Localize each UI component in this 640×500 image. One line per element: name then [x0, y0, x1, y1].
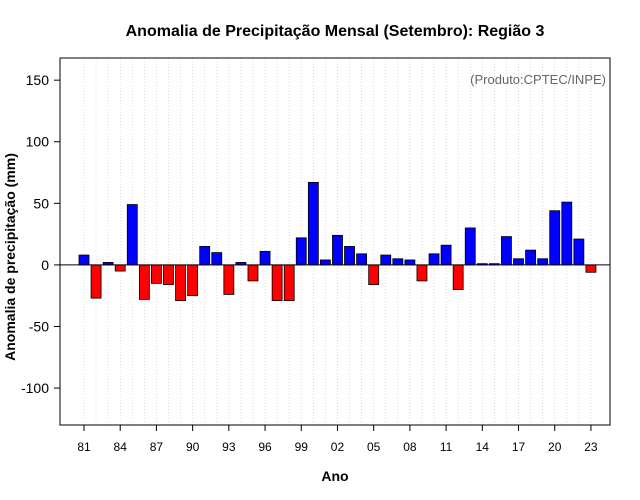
bar-2009 — [416, 264, 428, 282]
bar-1998 — [283, 264, 295, 302]
bar-1991 — [199, 246, 211, 266]
bar-2008 — [404, 259, 416, 266]
y-tick-label: 0 — [41, 257, 49, 273]
x-tick-label: 23 — [584, 440, 598, 454]
bar-1992 — [211, 252, 223, 266]
bar-1984 — [114, 264, 126, 272]
x-tick-label: 20 — [548, 440, 562, 454]
bars — [78, 181, 597, 302]
x-tick-label: 11 — [440, 440, 453, 454]
y-axis: -100 -50 0 50 100 150 — [21, 72, 60, 396]
bar-1982 — [90, 264, 102, 299]
bar-2017 — [513, 258, 524, 266]
bar-1996 — [259, 250, 271, 266]
bar-2010 — [428, 253, 440, 266]
bar-2000 — [307, 181, 319, 266]
bar-2021 — [561, 201, 573, 266]
x-tick-label: 17 — [512, 440, 526, 454]
y-tick-label: 150 — [26, 72, 50, 88]
y-tick-label: 100 — [26, 134, 50, 150]
bar-1981 — [78, 254, 90, 266]
bar-1988 — [163, 264, 174, 286]
x-tick-label: 96 — [258, 440, 272, 454]
y-tick-label: -50 — [29, 318, 49, 334]
y-tick-label: 50 — [33, 195, 49, 211]
bar-2003 — [344, 246, 355, 266]
bar-1990 — [187, 264, 199, 297]
x-tick-label: 08 — [403, 440, 417, 454]
bar-2018 — [525, 249, 536, 266]
bar-2001 — [319, 259, 331, 266]
bar-2012 — [452, 264, 464, 290]
bar-1987 — [151, 264, 162, 284]
bar-1999 — [295, 237, 307, 266]
bar-1986 — [138, 264, 150, 300]
bar-1993 — [223, 264, 235, 295]
bar-2016 — [501, 236, 512, 266]
bar-2006 — [380, 254, 392, 266]
bar-1985 — [126, 204, 138, 266]
bar-2020 — [549, 210, 561, 266]
bar-2011 — [440, 244, 452, 266]
bar-2013 — [464, 227, 476, 266]
x-tick-label: 14 — [476, 440, 490, 454]
x-axis: 81 84 87 90 93 96 99 02 05 08 11 14 17 20 23 — [77, 425, 598, 454]
bar-1995 — [247, 264, 259, 282]
x-axis-title: Ano — [321, 468, 348, 484]
bar-1989 — [175, 264, 186, 302]
x-tick-label: 99 — [295, 440, 309, 454]
y-tick-label: -100 — [21, 380, 49, 396]
x-tick-label: 02 — [331, 440, 345, 454]
x-tick-label: 90 — [186, 440, 200, 454]
x-tick-label: 93 — [222, 440, 236, 454]
source-annotation: (Produto:CPTEC/INPE) — [470, 72, 606, 87]
x-tick-label: 87 — [150, 440, 164, 454]
x-tick-label: 84 — [114, 440, 128, 454]
y-axis-title: Anomalia de precipitação (mm) — [2, 153, 18, 361]
bar-2005 — [368, 264, 380, 286]
bar-2004 — [356, 253, 368, 266]
bar-2022 — [573, 238, 585, 266]
chart-title: Anomalia de Precipitação Mensal (Setembr… — [126, 23, 545, 40]
bar-2019 — [537, 258, 549, 266]
plot-frame — [59, 57, 611, 426]
bar-2023 — [585, 264, 597, 273]
bar-1997 — [271, 264, 283, 302]
x-tick-label: 81 — [77, 440, 91, 454]
x-tick-label: 05 — [367, 440, 381, 454]
bar-2002 — [332, 234, 343, 266]
bar-2007 — [392, 258, 404, 266]
